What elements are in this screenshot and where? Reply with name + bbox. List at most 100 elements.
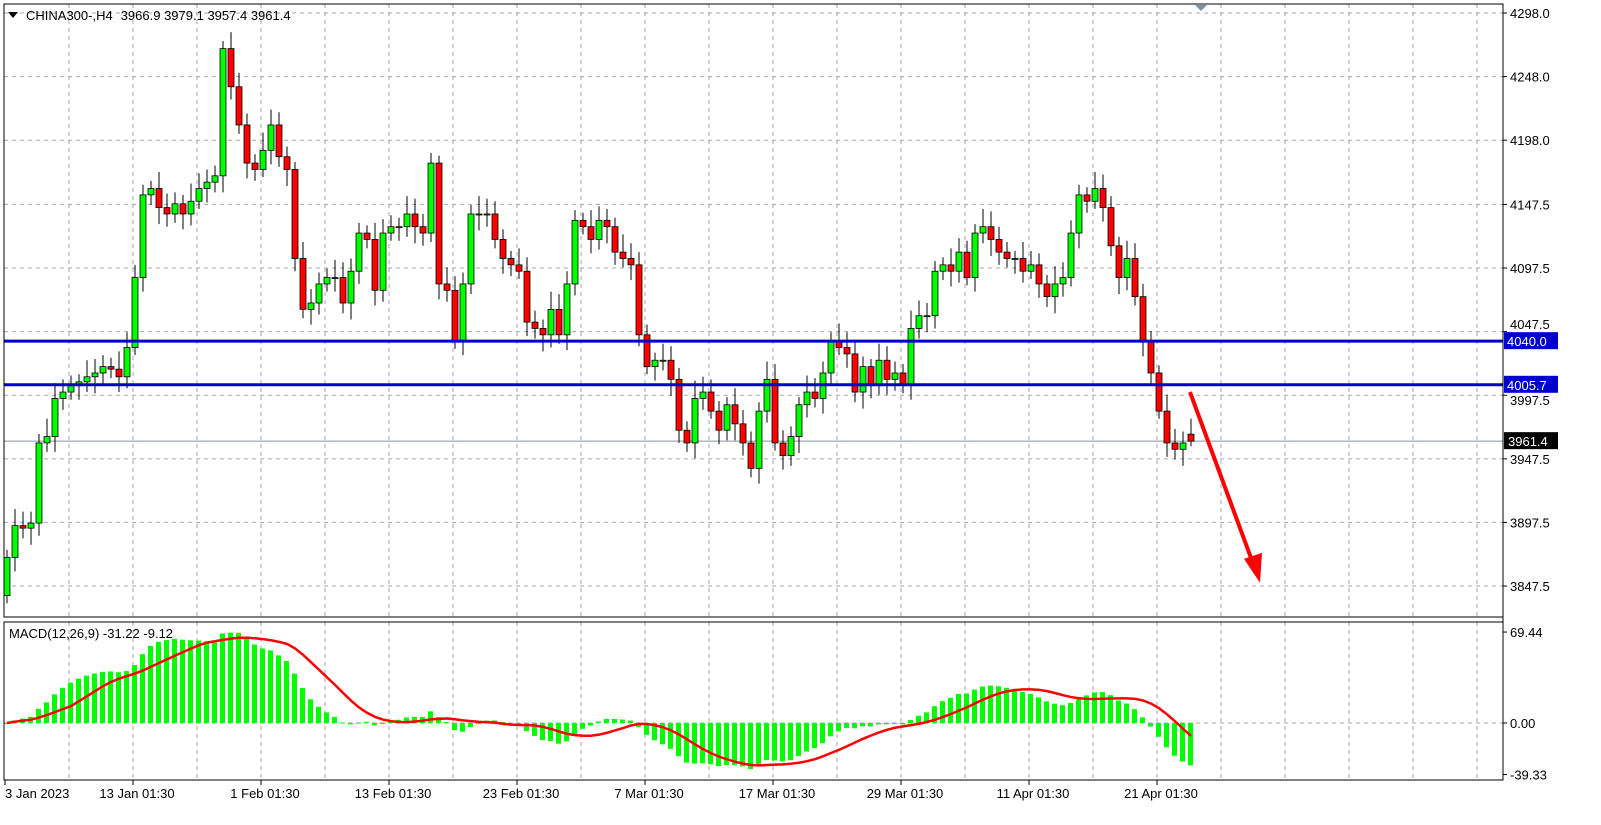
bull-candle-body bbox=[595, 219, 603, 240]
macd-histogram-bar bbox=[1060, 705, 1065, 723]
candle bbox=[307, 289, 315, 325]
candle bbox=[99, 355, 107, 386]
macd-tick-label: 69.44 bbox=[1510, 625, 1543, 640]
candle bbox=[11, 509, 19, 572]
macd-histogram-bar bbox=[580, 723, 585, 729]
candle bbox=[1043, 275, 1051, 307]
time-tick-label: 13 Jan 01:30 bbox=[99, 786, 174, 801]
time-tick-label: 7 Mar 01:30 bbox=[614, 786, 683, 801]
bear-candle-body bbox=[1003, 251, 1011, 259]
bear-candle-body bbox=[539, 328, 547, 336]
macd-histogram-bar bbox=[84, 675, 89, 723]
macd-histogram-bar bbox=[972, 689, 977, 723]
bull-candle-body bbox=[3, 557, 11, 596]
price-tick-label: 4097.5 bbox=[1510, 261, 1550, 276]
macd-histogram-bar bbox=[476, 723, 481, 724]
bear-candle-body bbox=[515, 264, 523, 272]
macd-histogram-bar bbox=[1068, 702, 1073, 723]
macd-label: MACD(12,26,9) -31.22 -9.12 bbox=[9, 626, 173, 641]
bear-candle-body bbox=[643, 334, 651, 368]
candle bbox=[483, 198, 491, 227]
bear-candle-body bbox=[275, 124, 283, 158]
macd-histogram-bar bbox=[1076, 698, 1081, 723]
red-arrow-annotation[interactable] bbox=[1188, 391, 1262, 583]
bull-candle-body bbox=[483, 213, 491, 216]
horizontal-lines[interactable] bbox=[4, 339, 1503, 387]
bull-candle-body bbox=[91, 372, 99, 378]
bear-candle-body bbox=[531, 321, 539, 329]
time-tick-label: 13 Feb 01:30 bbox=[355, 786, 432, 801]
bull-candle-body bbox=[1059, 277, 1067, 285]
bear-candle-body bbox=[491, 213, 499, 240]
bear-candle-body bbox=[1147, 340, 1155, 374]
candle bbox=[339, 262, 347, 314]
candle bbox=[1099, 174, 1107, 222]
macd-histogram-bar bbox=[108, 671, 113, 723]
candle bbox=[723, 397, 731, 441]
bull-candle-body bbox=[723, 404, 731, 431]
macd-histogram-bar bbox=[996, 686, 1001, 723]
candle bbox=[419, 213, 427, 246]
macd-histogram-bar bbox=[620, 719, 625, 723]
macd-histogram-bar bbox=[764, 723, 769, 761]
candle bbox=[107, 357, 115, 379]
candle bbox=[931, 261, 939, 329]
bull-candle-body bbox=[427, 162, 435, 234]
candle bbox=[651, 352, 659, 381]
macd-histogram-bar bbox=[932, 706, 937, 723]
macd-histogram-bar bbox=[116, 672, 121, 723]
bull-candle-body bbox=[355, 232, 363, 272]
macd-histogram-bar bbox=[92, 673, 97, 723]
candle bbox=[939, 257, 947, 281]
macd-histogram-bar bbox=[828, 723, 833, 737]
macd-histogram-bar bbox=[140, 654, 145, 723]
candle bbox=[1019, 241, 1027, 283]
candle bbox=[227, 32, 235, 100]
macd-histogram-bar bbox=[428, 711, 433, 723]
macd-histogram-bar bbox=[276, 655, 281, 723]
macd-histogram-bar bbox=[1028, 693, 1033, 723]
candle bbox=[395, 217, 403, 241]
macd-histogram-bar bbox=[724, 723, 729, 765]
bull-candle-body bbox=[939, 264, 947, 272]
bear-candle-body bbox=[1083, 194, 1091, 202]
candle bbox=[43, 418, 51, 452]
macd-histogram-bar bbox=[596, 721, 601, 723]
macd-histogram-bar bbox=[100, 671, 105, 723]
bull-candle-body bbox=[131, 277, 139, 348]
bear-candle-body bbox=[155, 188, 163, 209]
price-tick-label: 3847.5 bbox=[1510, 579, 1550, 594]
macd-pane bbox=[4, 632, 1503, 769]
bear-candle-body bbox=[867, 366, 875, 387]
macd-histogram-bar bbox=[780, 723, 785, 762]
bull-candle-body bbox=[331, 277, 339, 279]
candle bbox=[27, 511, 35, 545]
bear-candle-body bbox=[619, 251, 627, 259]
bull-candle-body bbox=[387, 226, 395, 234]
macd-histogram-bar bbox=[412, 716, 417, 723]
macd-histogram-bar bbox=[588, 723, 593, 726]
bear-candle-body bbox=[1107, 207, 1115, 247]
macd-histogram-bar bbox=[164, 640, 169, 723]
candle bbox=[235, 72, 243, 134]
candle bbox=[579, 212, 587, 235]
macd-histogram-bar bbox=[548, 723, 553, 742]
candle bbox=[635, 252, 643, 347]
bear-candle-body bbox=[283, 156, 291, 170]
candle bbox=[995, 226, 1003, 265]
macd-histogram-bar bbox=[1108, 695, 1113, 723]
bear-candle-body bbox=[523, 270, 531, 323]
dropdown-triangle-icon[interactable] bbox=[8, 12, 18, 18]
bull-candle-body bbox=[1179, 442, 1187, 450]
candle bbox=[619, 234, 627, 268]
macd-histogram-bar bbox=[212, 642, 217, 723]
bear-candle-body bbox=[411, 213, 419, 228]
bull-candle-body bbox=[219, 48, 227, 177]
chart-shift-marker-icon[interactable] bbox=[1195, 5, 1207, 11]
macd-histogram-bar bbox=[604, 718, 609, 723]
macd-histogram-bar bbox=[612, 718, 617, 723]
price-tick-label: 4147.5 bbox=[1510, 197, 1550, 212]
bear-candle-body bbox=[179, 203, 187, 215]
candle bbox=[491, 201, 499, 249]
